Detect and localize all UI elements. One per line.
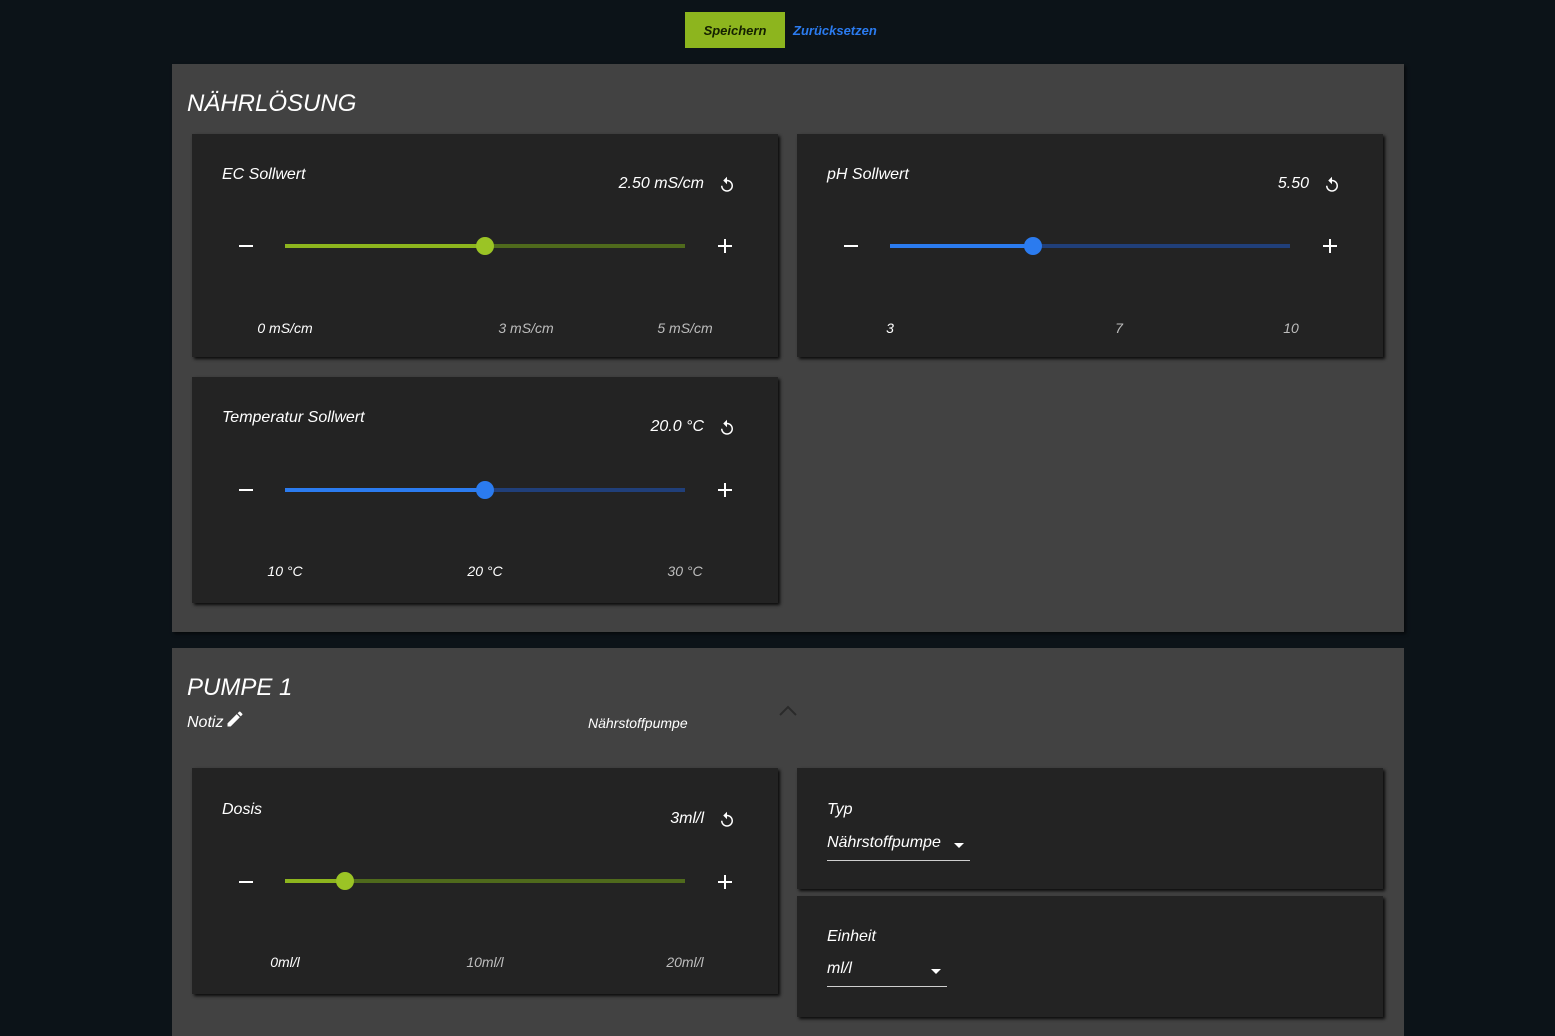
caret-down-icon xyxy=(954,843,964,848)
slider-thumb[interactable] xyxy=(476,481,494,499)
note-label: Notiz xyxy=(187,714,224,731)
slider-thumb[interactable] xyxy=(476,237,494,255)
slider-fill xyxy=(285,244,485,248)
slider-thumb[interactable] xyxy=(336,872,354,890)
chevron-up-icon[interactable] xyxy=(778,704,798,718)
temperature-increase-button[interactable] xyxy=(713,478,737,502)
temperature-tick-min: 10 °C xyxy=(267,563,303,579)
ph-setpoint-card: pH Sollwert 5.50 3 7 10 xyxy=(797,134,1383,357)
section-pumpe-1: PUMPE 1 Notiz Nährstoffpumpe Dosis 3ml/l… xyxy=(172,648,1404,1036)
dose-value: 3ml/l xyxy=(670,810,704,827)
ph-slider[interactable] xyxy=(890,237,1290,255)
unit-card: Einheit ml/l xyxy=(797,896,1383,1017)
ec-setpoint-label: EC Sollwert xyxy=(222,166,306,183)
section-title: PUMPE 1 xyxy=(187,674,293,701)
note-value: Nährstoffpumpe xyxy=(588,715,688,731)
section-title: NÄHRLÖSUNG xyxy=(187,90,357,117)
ec-tick-max: 5 mS/cm xyxy=(657,320,713,336)
slider-thumb[interactable] xyxy=(1023,237,1042,255)
minus-icon xyxy=(844,245,858,247)
type-card: Typ Nährstoffpumpe xyxy=(797,768,1383,889)
dose-label: Dosis xyxy=(222,801,263,818)
ec-decrease-button[interactable] xyxy=(234,234,258,258)
ec-tick-mid: 3 mS/cm xyxy=(498,320,554,336)
temperature-tick-max: 30 °C xyxy=(667,563,703,579)
plus-icon xyxy=(718,875,732,889)
ec-tick-min: 0 mS/cm xyxy=(257,320,313,336)
temperature-setpoint-label: Temperatur Sollwert xyxy=(222,409,365,426)
unit-label: Einheit xyxy=(827,928,876,945)
type-selected-value: Nährstoffpumpe xyxy=(827,834,941,851)
reset-icon[interactable] xyxy=(718,419,736,437)
ph-tick-max: 10 xyxy=(1283,320,1299,336)
dose-card: Dosis 3ml/l 0ml/l 10ml/l 20ml/l xyxy=(192,768,778,994)
plus-icon xyxy=(718,239,732,253)
type-select[interactable]: Nährstoffpumpe xyxy=(827,834,970,861)
ec-setpoint-card: EC Sollwert 2.50 mS/cm 0 mS/cm 3 mS/cm 5… xyxy=(192,134,778,357)
temperature-tick-mid: 20 °C xyxy=(467,563,503,579)
ph-setpoint-label: pH Sollwert xyxy=(827,166,909,183)
type-label: Typ xyxy=(827,801,853,818)
reset-icon[interactable] xyxy=(1323,176,1341,194)
temperature-setpoint-card: Temperatur Sollwert 20.0 °C 10 °C 20 °C … xyxy=(192,377,778,603)
reset-icon[interactable] xyxy=(718,811,736,829)
pencil-icon xyxy=(227,711,243,727)
ph-tick-mid: 7 xyxy=(1115,320,1123,336)
ec-setpoint-value: 2.50 mS/cm xyxy=(618,175,704,192)
plus-icon xyxy=(1323,239,1337,253)
reset-all-link[interactable]: Zurücksetzen xyxy=(793,22,877,38)
ph-setpoint-value: 5.50 xyxy=(1277,175,1309,192)
save-button[interactable]: Speichern xyxy=(685,12,785,48)
ph-increase-button[interactable] xyxy=(1318,234,1342,258)
unit-selected-value: ml/l xyxy=(827,960,852,977)
slider-fill xyxy=(285,879,345,883)
ec-increase-button[interactable] xyxy=(713,234,737,258)
slider-fill xyxy=(890,244,1033,248)
temperature-setpoint-value: 20.0 °C xyxy=(650,418,704,435)
reset-icon[interactable] xyxy=(718,176,736,194)
note-edit[interactable]: Notiz xyxy=(187,711,245,732)
minus-icon xyxy=(239,489,253,491)
minus-icon xyxy=(239,881,253,883)
dose-decrease-button[interactable] xyxy=(234,870,258,894)
ph-decrease-button[interactable] xyxy=(839,234,863,258)
slider-track xyxy=(285,879,685,883)
dose-tick-min: 0ml/l xyxy=(270,954,300,970)
ph-tick-min: 3 xyxy=(886,320,894,336)
dose-slider[interactable] xyxy=(285,872,685,890)
section-naehrloesung: NÄHRLÖSUNG EC Sollwert 2.50 mS/cm 0 mS/c… xyxy=(172,64,1404,632)
dose-tick-mid: 10ml/l xyxy=(466,954,504,970)
slider-track xyxy=(890,244,1290,248)
unit-select[interactable]: ml/l xyxy=(827,960,947,987)
dose-tick-max: 20ml/l xyxy=(666,954,704,970)
temperature-decrease-button[interactable] xyxy=(234,478,258,502)
caret-down-icon xyxy=(931,969,941,974)
plus-icon xyxy=(718,483,732,497)
ec-slider[interactable] xyxy=(285,237,685,255)
minus-icon xyxy=(239,245,253,247)
slider-fill xyxy=(285,488,485,492)
dose-increase-button[interactable] xyxy=(713,870,737,894)
temperature-slider[interactable] xyxy=(285,481,685,499)
